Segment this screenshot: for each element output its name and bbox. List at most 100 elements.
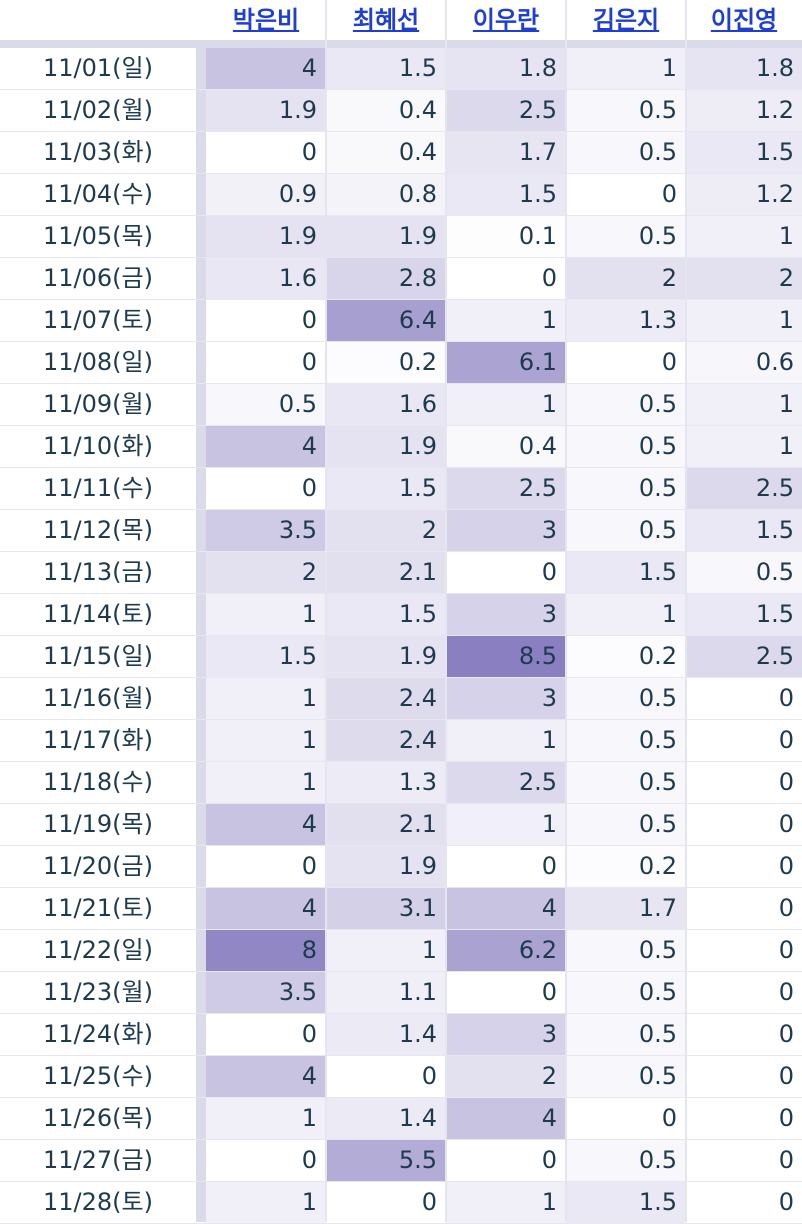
table-cell: 0	[326, 1056, 445, 1097]
row-divider	[0, 173, 802, 174]
table-row: 11/11(수) 0 1.5 2.5 0.5 2.5	[0, 468, 802, 510]
table-cell: 0	[446, 1140, 565, 1181]
row-date-label: 11/03(화)	[43, 138, 153, 166]
row-divider	[0, 803, 802, 804]
table-cell: 5.5	[326, 1140, 445, 1181]
table-cell: 0.5	[566, 1056, 685, 1097]
row-date-label: 11/20(금)	[43, 852, 153, 880]
row-date-label: 11/11(수)	[43, 474, 153, 502]
table-cell: 1	[446, 384, 565, 425]
row-date-label: 11/09(월)	[43, 390, 153, 418]
table-cell: 0	[446, 846, 565, 887]
row-date-label: 11/26(목)	[43, 1104, 153, 1132]
table-cell: 0	[326, 1182, 445, 1223]
table-cell: 0	[446, 258, 565, 299]
table-cell: 2	[566, 258, 685, 299]
table-cell: 1.5	[686, 132, 802, 173]
column-header-2[interactable]: 이우란	[472, 6, 540, 34]
row-date-label: 11/08(일)	[43, 348, 153, 376]
table-cell: 2	[206, 552, 325, 593]
table-row: 11/12(목) 3.5 2 3 0.5 1.5	[0, 510, 802, 552]
table-cell: 0	[446, 972, 565, 1013]
table-cell: 0.5	[566, 930, 685, 971]
row-date-label: 11/07(토)	[43, 306, 153, 334]
row-date-label: 11/02(월)	[43, 96, 153, 124]
table-cell: 0	[686, 1014, 802, 1055]
table-cell: 1	[686, 384, 802, 425]
table-cell: 2.5	[686, 636, 802, 677]
table-row: 11/07(토) 0 6.4 1 1.3 1	[0, 300, 802, 342]
table-row: 11/04(수) 0.9 0.8 1.5 0 1.2	[0, 174, 802, 216]
table-cell: 0.2	[326, 342, 445, 383]
table-cell: 2.5	[446, 468, 565, 509]
table-cell: 3	[446, 594, 565, 635]
table-cell: 0.5	[686, 552, 802, 593]
table-cell: 0.9	[206, 174, 325, 215]
row-divider	[0, 761, 802, 762]
table-cell: 1.9	[326, 216, 445, 257]
table-cell: 0.5	[566, 426, 685, 467]
table-cell: 0	[686, 678, 802, 719]
table-row: 11/13(금) 2 2.1 0 1.5 0.5	[0, 552, 802, 594]
table-cell: 0	[686, 888, 802, 929]
table-row: 11/02(월) 1.9 0.4 2.5 0.5 1.2	[0, 90, 802, 132]
table-cell: 0.5	[566, 132, 685, 173]
row-date-label: 11/15(일)	[43, 642, 153, 670]
table-cell: 1.9	[326, 426, 445, 467]
row-header-divider	[196, 40, 206, 1222]
row-date-label: 11/12(목)	[43, 516, 153, 544]
table-cell: 0.5	[566, 972, 685, 1013]
table-cell: 1	[206, 720, 325, 761]
table-cell: 1	[686, 216, 802, 257]
table-cell: 2.4	[326, 678, 445, 719]
table-cell: 0.5	[566, 384, 685, 425]
table-cell: 2.1	[326, 804, 445, 845]
row-divider	[0, 1013, 802, 1014]
table-cell: 0.5	[566, 762, 685, 803]
table-cell: 0.1	[446, 216, 565, 257]
table-cell: 0.5	[566, 90, 685, 131]
row-divider	[0, 593, 802, 594]
table-row: 11/01(일) 4 1.5 1.8 1 1.8	[0, 48, 802, 90]
table-cell: 0	[206, 300, 325, 341]
table-cell: 0	[686, 1182, 802, 1223]
table-cell: 1	[206, 1182, 325, 1223]
table-cell: 0.2	[566, 846, 685, 887]
table-cell: 6.2	[446, 930, 565, 971]
table-cell: 0	[566, 342, 685, 383]
row-date-label: 11/13(금)	[43, 558, 153, 586]
row-date-label: 11/24(화)	[43, 1020, 153, 1048]
table-cell: 1.6	[326, 384, 445, 425]
table-cell: 0.5	[566, 720, 685, 761]
table-row: 11/21(토) 4 3.1 4 1.7 0	[0, 888, 802, 930]
column-header-4[interactable]: 이진영	[710, 6, 778, 34]
table-cell: 1.2	[686, 90, 802, 131]
row-divider	[0, 89, 802, 90]
row-divider	[0, 215, 802, 216]
table-cell: 6.4	[326, 300, 445, 341]
table-cell: 1.5	[326, 594, 445, 635]
row-divider	[0, 929, 802, 930]
table-row: 11/10(화) 4 1.9 0.4 0.5 1	[0, 426, 802, 468]
row-divider	[0, 1055, 802, 1056]
table-cell: 0	[206, 342, 325, 383]
table-cell: 1.9	[326, 636, 445, 677]
column-header-3[interactable]: 김은지	[592, 6, 660, 34]
table-cell: 4	[206, 48, 325, 89]
table-cell: 1	[446, 300, 565, 341]
table-cell: 1	[446, 1182, 565, 1223]
table-cell: 1.5	[206, 636, 325, 677]
table-cell: 1	[446, 804, 565, 845]
row-date-label: 11/01(일)	[43, 54, 153, 82]
table-cell: 0	[686, 930, 802, 971]
table-row: 11/15(일) 1.5 1.9 8.5 0.2 2.5	[0, 636, 802, 678]
table-row: 11/03(화) 0 0.4 1.7 0.5 1.5	[0, 132, 802, 174]
row-divider	[0, 719, 802, 720]
table-cell: 4	[446, 888, 565, 929]
table-cell: 0.4	[446, 426, 565, 467]
table-cell: 1.8	[446, 48, 565, 89]
row-divider	[0, 509, 802, 510]
column-header-1[interactable]: 최혜선	[352, 6, 420, 34]
column-header-0[interactable]: 박은비	[232, 6, 300, 34]
table-row: 11/22(일) 8 1 6.2 0.5 0	[0, 930, 802, 972]
